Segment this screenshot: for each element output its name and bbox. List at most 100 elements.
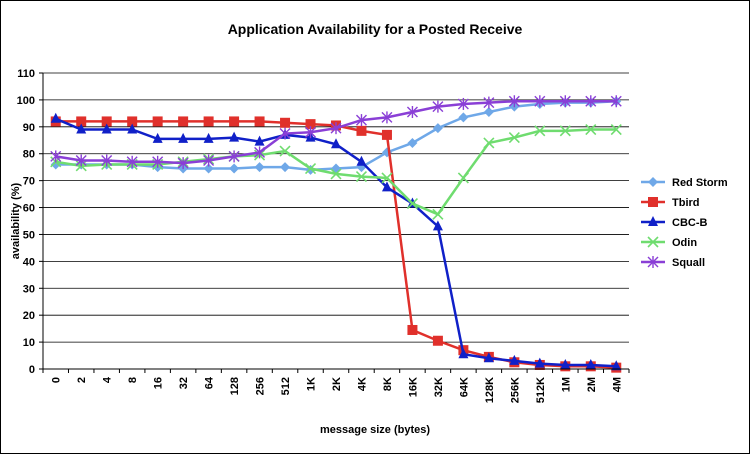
gridlines <box>43 72 629 343</box>
y-tick-label: 110 <box>17 68 35 80</box>
data-point-stroke <box>508 132 520 144</box>
x-tick-label: 8 <box>127 377 139 383</box>
data-point <box>647 236 659 248</box>
data-point <box>483 352 494 363</box>
data-point-stroke <box>304 162 317 175</box>
data-point <box>254 146 266 159</box>
x-tick-label: 4M <box>611 377 623 392</box>
x-tick-label: 2M <box>586 377 598 392</box>
data-point <box>356 125 367 136</box>
data-point-stroke <box>355 171 368 183</box>
data-point <box>330 122 342 135</box>
data-point-stroke <box>279 145 291 157</box>
x-tick-label: 4 <box>102 376 114 383</box>
data-point <box>647 256 659 268</box>
x-tick-label: 16 <box>153 377 165 389</box>
series-layer <box>50 95 622 373</box>
x-axis-title: message size (bytes) <box>320 424 430 436</box>
x-tick-label: 512K <box>535 377 547 403</box>
data-point <box>280 117 291 128</box>
data-point <box>254 135 265 146</box>
data-point <box>50 150 62 163</box>
x-tick-label: 4K <box>356 377 368 391</box>
data-point <box>534 125 546 137</box>
legend-label: CBC-B <box>672 217 707 229</box>
x-tick-label: 128 <box>229 377 241 395</box>
x-tick-label: 1M <box>560 377 572 392</box>
y-tick-label: 10 <box>23 337 35 349</box>
data-point <box>432 123 443 134</box>
legend: Red Storm Tbird CBC-B Odin Squall <box>641 177 728 269</box>
data-point <box>559 95 571 108</box>
data-point <box>101 116 112 127</box>
data-point <box>585 123 597 136</box>
data-point <box>648 177 658 187</box>
data-point <box>331 138 341 149</box>
data-point-stroke <box>381 172 393 184</box>
data-point <box>432 208 444 220</box>
y-tick-label: 80 <box>23 149 35 161</box>
data-point <box>177 157 189 170</box>
y-tick-label: 100 <box>17 95 35 107</box>
legend-label: Tbird <box>672 197 700 209</box>
data-point <box>203 116 214 127</box>
data-point <box>254 162 265 173</box>
data-point-stroke <box>559 125 571 137</box>
y-tick-label: 20 <box>23 310 35 322</box>
data-point <box>407 324 418 335</box>
data-point <box>355 114 367 127</box>
data-point <box>229 116 240 127</box>
data-point <box>304 162 317 175</box>
x-tick-label: 2 <box>76 377 88 383</box>
y-tick-label: 70 <box>23 176 35 188</box>
data-point <box>406 197 419 210</box>
y-axis-ticks: 0 10 20 30 40 50 60 70 80 90 100 110 <box>17 68 43 376</box>
x-tick-label: 256K <box>509 377 521 403</box>
data-point-stroke <box>647 236 659 248</box>
data-point <box>648 216 658 226</box>
data-point-stroke <box>585 123 597 136</box>
data-point <box>381 129 392 140</box>
data-point <box>559 125 571 137</box>
legend-label: Squall <box>672 257 705 269</box>
data-point <box>305 126 317 139</box>
data-point <box>203 163 214 174</box>
chart-title: Application Availability for a Posted Re… <box>228 21 523 37</box>
legend-label: Odin <box>672 237 697 249</box>
data-point-stroke <box>610 123 622 136</box>
data-point <box>229 131 240 142</box>
data-point <box>534 95 546 108</box>
data-point <box>534 357 545 368</box>
data-point <box>610 123 622 136</box>
y-tick-label: 90 <box>23 122 35 134</box>
data-point <box>611 360 622 371</box>
data-point <box>508 95 520 108</box>
data-point <box>127 116 138 127</box>
data-point-stroke <box>330 168 342 180</box>
data-point <box>280 162 291 173</box>
data-point <box>432 220 443 231</box>
data-point <box>279 145 291 157</box>
data-point <box>508 132 520 144</box>
data-point-stroke <box>534 125 546 137</box>
x-tick-label: 64K <box>458 377 470 397</box>
data-point <box>381 181 392 192</box>
data-point <box>152 116 163 127</box>
x-tick-label: 512 <box>280 377 292 395</box>
data-point <box>560 358 571 369</box>
x-tick-label: 0 <box>51 377 63 383</box>
data-point <box>279 127 291 140</box>
x-axis-ticks: 0 2 4 8 16 32 64 128 256 512 1K 2K 4K 8K 16K 32K 64K 128K… <box>42 369 630 403</box>
legend-item: Tbird <box>641 197 700 209</box>
data-point <box>228 150 240 163</box>
x-tick-label: 8K <box>382 377 394 391</box>
x-tick-label: 32 <box>178 377 190 389</box>
data-point <box>483 107 494 118</box>
x-tick-label: 2K <box>331 377 343 391</box>
y-tick-label: 30 <box>23 283 35 295</box>
data-point-stroke <box>406 197 419 210</box>
y-tick-label: 50 <box>23 229 35 241</box>
data-point <box>203 154 215 167</box>
data-point <box>432 335 443 346</box>
